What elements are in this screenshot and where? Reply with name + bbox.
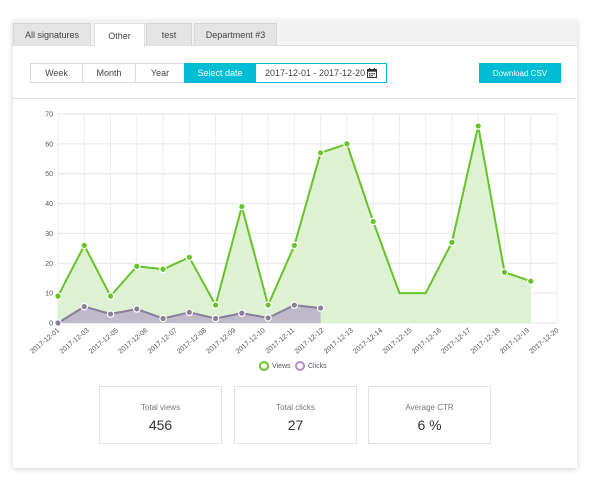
views-point: [159, 265, 167, 274]
total-clicks-label: Total clicks: [276, 403, 315, 412]
views-point: [185, 253, 194, 262]
y-tick-label: 30: [45, 231, 53, 238]
x-tick-label: 2017-12-14: [352, 327, 384, 355]
clicks-point: [316, 304, 325, 312]
views-point: [343, 140, 351, 148]
legend-item-clicks[interactable]: Clicks: [295, 361, 327, 371]
views-point: [290, 241, 299, 250]
clicks-point: [290, 301, 299, 309]
chart-legend: Views Clicks: [13, 361, 577, 375]
x-tick-label: 2017-12-20: [528, 327, 560, 355]
total-views-label: Total views: [140, 403, 181, 412]
y-tick-label: 70: [45, 112, 53, 119]
clicks-point: [132, 305, 141, 313]
total-views-card: Total views 456: [99, 386, 222, 444]
month-button[interactable]: Month: [82, 63, 136, 83]
tab-all-signatures[interactable]: All signatures: [13, 23, 91, 46]
views-area: [58, 125, 531, 324]
total-clicks-card: Total clicks 27: [234, 386, 357, 444]
legend-item-views[interactable]: Views: [259, 361, 291, 371]
average-ctr-label: Average CTR: [405, 403, 454, 412]
clicks-point: [54, 319, 62, 327]
x-tick-label: 2017-12-17: [440, 327, 472, 355]
views-point: [316, 149, 325, 157]
clicks-point: [264, 314, 272, 322]
views-point: [369, 217, 377, 226]
views-point: [238, 202, 246, 211]
date-range-value: 2017-12-01 - 2017-12-20: [265, 68, 366, 78]
legend-label-views: Views: [272, 362, 291, 370]
x-tick-label: 2017-12-10: [235, 327, 267, 355]
views-point: [132, 262, 141, 271]
x-tick-label: 2017-12-07: [147, 327, 179, 355]
x-tick-label: 2017-12-03: [59, 327, 91, 355]
views-point: [54, 292, 62, 300]
views-point: [526, 277, 535, 286]
date-range-input[interactable]: 2017-12-01 - 2017-12-20: [255, 63, 387, 83]
clicks-point: [185, 308, 194, 317]
x-axis-ticks: 2017-12-012017-12-032017-12-052017-12-06…: [29, 327, 560, 355]
legend-label-clicks: Clicks: [308, 362, 327, 370]
y-axis-ticks: 0 10 20 30 40 50 60 70: [45, 112, 53, 328]
views-legend-marker: [259, 361, 269, 371]
tab-department-3[interactable]: Department #3: [194, 23, 277, 46]
x-tick-label: 2017-12-05: [88, 327, 120, 355]
y-tick-label: 10: [45, 291, 53, 298]
tab-other[interactable]: Other: [94, 23, 145, 47]
views-point: [500, 268, 509, 277]
views-point: [448, 238, 456, 247]
x-tick-label: 2017-12-15: [382, 327, 414, 355]
y-tick-label: 40: [45, 201, 53, 208]
clicks-point: [80, 302, 89, 311]
clicks-legend-marker: [295, 361, 305, 371]
x-tick-label: 2017-12-19: [499, 327, 531, 355]
toolbar-divider: [13, 98, 577, 99]
year-button[interactable]: Year: [135, 63, 185, 83]
signature-tabs: All signatures Other test Department #3: [13, 21, 577, 47]
x-tick-label: 2017-12-11: [265, 327, 297, 355]
total-views-value: 456: [148, 417, 173, 433]
views-point: [474, 122, 483, 130]
clicks-point: [238, 309, 246, 317]
x-tick-label: 2017-12-09: [205, 327, 237, 355]
statistics-card: All signatures Other test Department #3 …: [13, 21, 577, 468]
views-point: [80, 241, 89, 250]
clicks-point: [106, 310, 115, 318]
download-csv-button[interactable]: Download CSV: [479, 63, 561, 83]
views-point: [264, 301, 272, 309]
total-clicks-value: 27: [287, 417, 304, 433]
x-tick-label: 2017-12-16: [411, 327, 443, 355]
clicks-point: [211, 314, 220, 323]
x-tick-label: 2017-12-01: [29, 327, 61, 355]
x-tick-label: 2017-12-13: [323, 327, 355, 355]
views-point: [211, 301, 220, 309]
y-tick-label: 50: [45, 171, 53, 178]
y-tick-label: 20: [45, 261, 53, 268]
x-tick-label: 2017-12-12: [294, 327, 326, 355]
clicks-point: [159, 314, 167, 323]
x-tick-label: 2017-12-06: [117, 327, 149, 355]
average-ctr-value: 6 %: [417, 417, 442, 433]
views-point: [106, 292, 115, 300]
chart-points: [54, 122, 535, 327]
calendar-icon[interactable]: [367, 68, 377, 78]
y-tick-label: 60: [45, 141, 53, 148]
x-tick-label: 2017-12-18: [470, 327, 502, 355]
x-tick-label: 2017-12-08: [176, 327, 208, 355]
y-tick-label: 0: [49, 321, 53, 328]
tab-test[interactable]: test: [146, 23, 192, 46]
average-ctr-card: Average CTR 6 %: [368, 386, 491, 444]
